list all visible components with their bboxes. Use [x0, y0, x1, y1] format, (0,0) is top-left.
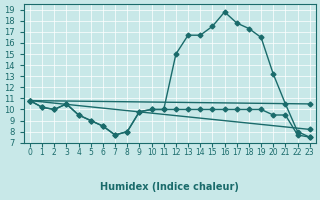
X-axis label: Humidex (Indice chaleur): Humidex (Indice chaleur) — [100, 182, 239, 192]
